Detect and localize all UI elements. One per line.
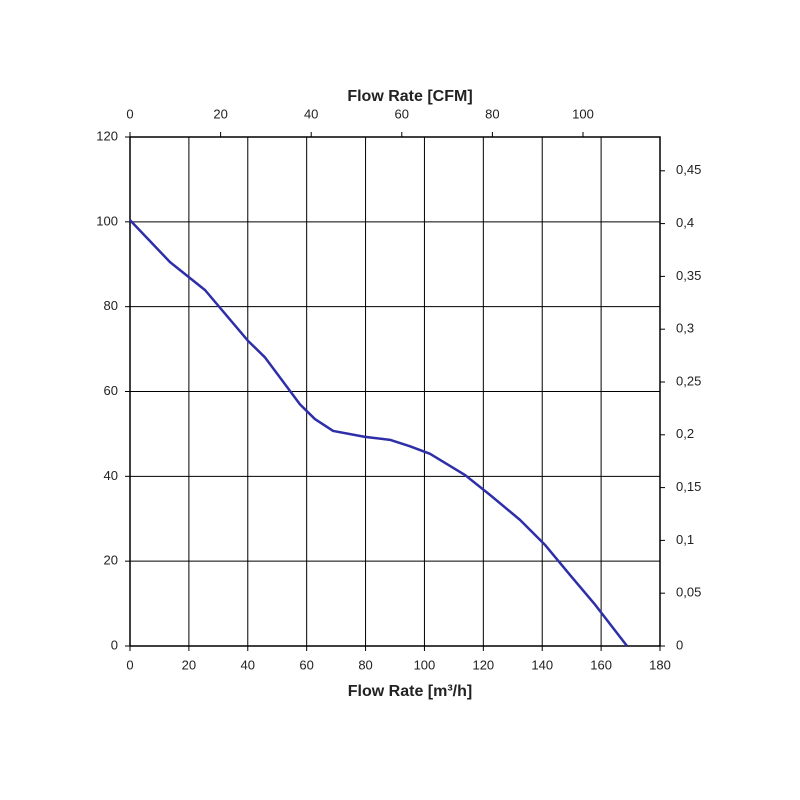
x-tick-label: 20	[182, 657, 196, 672]
y-tick-label: 120	[96, 128, 118, 143]
x-tick-label: 140	[531, 657, 553, 672]
x-tick-label: 120	[472, 657, 494, 672]
top-axis-title: Flow Rate [CFM]	[347, 88, 472, 105]
x2-tick-label: 40	[304, 106, 318, 121]
x2-tick-label: 20	[213, 106, 227, 121]
y-tick-label: 20	[104, 553, 118, 568]
x2-tick-label: 80	[485, 106, 499, 121]
x2-tick-label: 60	[395, 106, 409, 121]
y-tick-label: 100	[96, 213, 118, 228]
x-tick-label: 180	[649, 657, 671, 672]
x-tick-label: 80	[358, 657, 372, 672]
x2-tick-label: 100	[572, 106, 594, 121]
y2-tick-label: 0,45	[676, 162, 701, 177]
y2-tick-label: 0,35	[676, 268, 701, 283]
curve	[129, 219, 629, 647]
y2-tick-label: 0,1	[676, 532, 694, 547]
y2-tick-label: 0,25	[676, 373, 701, 388]
y2-tick-label: 0	[676, 637, 683, 652]
y-tick-label: 0	[111, 637, 118, 652]
y2-tick-label: 0,15	[676, 479, 701, 494]
plot-frame	[129, 136, 661, 647]
x2-tick-label: 0	[126, 106, 133, 121]
y-tick-label: 60	[104, 383, 118, 398]
x-tick-label: 40	[241, 657, 255, 672]
y-tick-label: 40	[104, 468, 118, 483]
x-tick-label: 0	[126, 657, 133, 672]
y2-tick-label: 0,4	[676, 215, 694, 230]
bottom-axis-title: Flow Rate [m³/h]	[348, 683, 472, 700]
x-tick-label: 60	[299, 657, 313, 672]
y-tick-label: 80	[104, 298, 118, 313]
x-tick-label: 160	[590, 657, 612, 672]
y2-tick-label: 0,3	[676, 321, 694, 336]
y2-tick-label: 0,2	[676, 426, 694, 441]
y2-tick-label: 0,05	[676, 585, 701, 600]
x-tick-label: 100	[414, 657, 436, 672]
